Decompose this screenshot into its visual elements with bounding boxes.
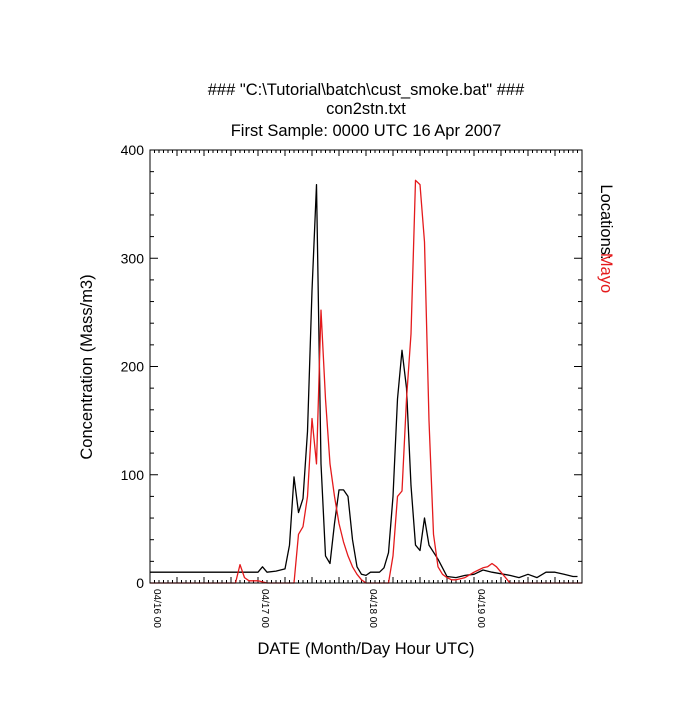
chart-title-line-2: con2stn.txt — [326, 100, 406, 118]
plot-frame — [149, 149, 583, 584]
chart-title-line-3: First Sample: 0000 UTC 16 Apr 2007 — [230, 122, 502, 140]
chart-title-line-1: ### "C:\Tutorial\batch\cust_smoke.bat" #… — [207, 81, 525, 99]
x-tick-label: 04/19 00 — [475, 589, 486, 628]
y-tick-label: 200 — [121, 359, 145, 375]
y-axis-label: Concentration (Mass/m3) — [78, 274, 96, 460]
x-tick-label: 04/18 00 — [367, 589, 378, 628]
x-tick-label: 04/17 00 — [259, 589, 270, 628]
y-tick-label: 400 — [121, 142, 145, 158]
x-tick-label: 04/16 00 — [151, 589, 162, 628]
y-tick-label: 100 — [121, 467, 145, 483]
x-axis-label: DATE (Month/Day Hour UTC) — [257, 640, 475, 658]
y-tick-label: 300 — [121, 250, 145, 266]
y-tick-label: 0 — [136, 575, 144, 591]
series-line-mayo — [150, 179, 582, 584]
legend-entry-mayo: Mayo — [597, 252, 615, 294]
series-line-black — [150, 183, 578, 579]
